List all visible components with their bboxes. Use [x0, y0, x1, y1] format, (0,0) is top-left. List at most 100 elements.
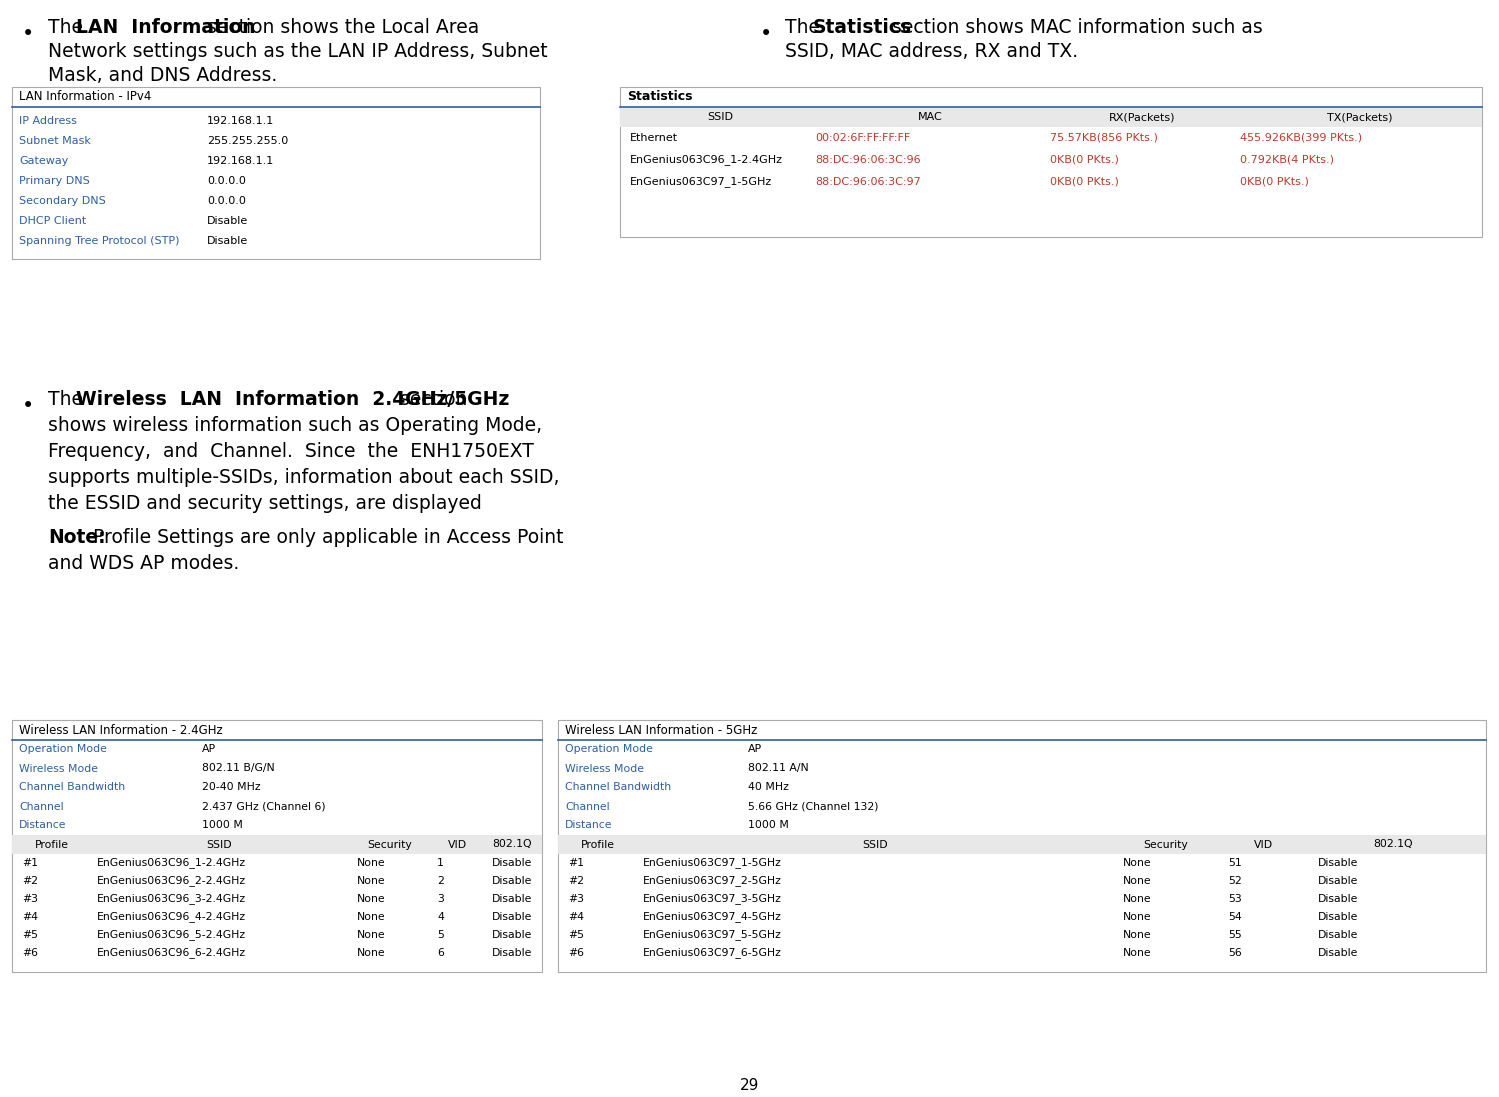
Text: EnGenius063C96_3-2.4GHz: EnGenius063C96_3-2.4GHz — [97, 894, 246, 904]
Text: Frequency,  and  Channel.  Since  the  ENH1750EXT: Frequency, and Channel. Since the ENH175… — [48, 442, 534, 461]
Text: EnGenius063C97_1-5GHz: EnGenius063C97_1-5GHz — [643, 858, 782, 869]
Text: EnGenius063C97_4-5GHz: EnGenius063C97_4-5GHz — [643, 912, 782, 923]
Text: Note:: Note: — [48, 528, 105, 547]
Text: Profile: Profile — [34, 839, 69, 849]
Text: 4: 4 — [438, 912, 444, 921]
Text: None: None — [1123, 930, 1151, 940]
Text: #2: #2 — [568, 877, 585, 886]
Text: The: The — [48, 18, 88, 37]
Text: EnGenius063C97_1-5GHz: EnGenius063C97_1-5GHz — [630, 177, 772, 188]
Text: 00:02:6F:FF:FF:FF: 00:02:6F:FF:FF:FF — [815, 133, 910, 143]
Text: Mask, and DNS Address.: Mask, and DNS Address. — [48, 66, 277, 84]
Text: EnGenius063C96_1-2.4GHz: EnGenius063C96_1-2.4GHz — [630, 155, 782, 166]
Text: DHCP Client: DHCP Client — [19, 216, 87, 226]
Text: 0KB(0 PKts.): 0KB(0 PKts.) — [1240, 177, 1309, 186]
Text: None: None — [357, 894, 385, 904]
Text: supports multiple-SSIDs, information about each SSID,: supports multiple-SSIDs, information abo… — [48, 468, 559, 487]
Text: 54: 54 — [1228, 912, 1241, 921]
Text: Network settings such as the LAN IP Address, Subnet: Network settings such as the LAN IP Addr… — [48, 42, 547, 61]
Text: Operation Mode: Operation Mode — [565, 745, 654, 755]
Text: 0.792KB(4 PKts.): 0.792KB(4 PKts.) — [1240, 155, 1334, 165]
Text: RX(Packets): RX(Packets) — [1109, 112, 1175, 122]
Text: #3: #3 — [568, 894, 585, 904]
Text: #1: #1 — [22, 858, 37, 868]
Text: 2.437 GHz (Channel 6): 2.437 GHz (Channel 6) — [202, 802, 325, 812]
Text: Disable: Disable — [207, 236, 249, 246]
Text: Gateway: Gateway — [19, 156, 69, 166]
Text: section: section — [394, 391, 468, 409]
Text: 1000 M: 1000 M — [202, 821, 243, 830]
Text: 0.0.0.0: 0.0.0.0 — [207, 176, 246, 186]
Text: Distance: Distance — [565, 821, 613, 830]
Text: Wireless Mode: Wireless Mode — [19, 764, 97, 773]
Text: None: None — [357, 948, 385, 958]
Text: 40 MHz: 40 MHz — [748, 782, 788, 792]
Text: EnGenius063C96_4-2.4GHz: EnGenius063C96_4-2.4GHz — [97, 912, 246, 923]
Text: section shows MAC information such as: section shows MAC information such as — [886, 18, 1262, 37]
Text: #4: #4 — [22, 912, 37, 921]
Text: Operation Mode: Operation Mode — [19, 745, 106, 755]
Text: 55: 55 — [1228, 930, 1241, 940]
Text: EnGenius063C97_6-5GHz: EnGenius063C97_6-5GHz — [643, 948, 782, 959]
Text: •: • — [22, 24, 34, 44]
Text: 455.926KB(399 PKts.): 455.926KB(399 PKts.) — [1240, 133, 1363, 143]
Text: Disable: Disable — [1318, 912, 1358, 921]
Text: MAC: MAC — [917, 112, 943, 122]
Text: Channel Bandwidth: Channel Bandwidth — [565, 782, 672, 792]
Text: #6: #6 — [568, 948, 585, 958]
Text: Statistics: Statistics — [627, 90, 693, 103]
Text: Subnet Mask: Subnet Mask — [19, 136, 91, 146]
Text: Wireless Mode: Wireless Mode — [565, 764, 645, 773]
Text: 88:DC:96:06:3C:96: 88:DC:96:06:3C:96 — [815, 155, 920, 165]
Text: Security: Security — [1144, 839, 1187, 849]
Text: Disable: Disable — [1318, 930, 1358, 940]
Text: None: None — [1123, 948, 1151, 958]
Text: VID: VID — [1253, 839, 1273, 849]
Text: 20-40 MHz: 20-40 MHz — [202, 782, 261, 792]
Text: 255.255.255.0: 255.255.255.0 — [207, 136, 288, 146]
Text: 802.1Q: 802.1Q — [1373, 839, 1414, 849]
Text: Disable: Disable — [492, 930, 532, 940]
Text: EnGenius063C96_5-2.4GHz: EnGenius063C96_5-2.4GHz — [97, 929, 246, 940]
Text: Primary DNS: Primary DNS — [19, 176, 90, 186]
Text: Disable: Disable — [492, 877, 532, 886]
Text: section shows the Local Area: section shows the Local Area — [201, 18, 480, 37]
Text: 51: 51 — [1228, 858, 1241, 868]
Text: 75.57KB(856 PKts.): 75.57KB(856 PKts.) — [1049, 133, 1157, 143]
Text: #2: #2 — [22, 877, 37, 886]
Text: 802.1Q: 802.1Q — [492, 839, 532, 849]
Text: SSID, MAC address, RX and TX.: SSID, MAC address, RX and TX. — [785, 42, 1078, 61]
Text: EnGenius063C97_2-5GHz: EnGenius063C97_2-5GHz — [643, 875, 782, 886]
Text: #5: #5 — [22, 930, 37, 940]
Text: SSID: SSID — [863, 839, 889, 849]
Text: 3: 3 — [438, 894, 444, 904]
Text: •: • — [760, 24, 772, 44]
Text: Wireless LAN Information - 5GHz: Wireless LAN Information - 5GHz — [565, 724, 757, 736]
Text: 0KB(0 PKts.): 0KB(0 PKts.) — [1049, 177, 1118, 186]
Text: 52: 52 — [1228, 877, 1241, 886]
Text: 802.11 B/G/N: 802.11 B/G/N — [202, 764, 274, 773]
Text: Statistics: Statistics — [812, 18, 911, 37]
Text: Profile Settings are only applicable in Access Point: Profile Settings are only applicable in … — [93, 528, 564, 547]
Text: Ethernet: Ethernet — [630, 133, 678, 143]
Text: AP: AP — [202, 745, 216, 755]
Text: Disable: Disable — [492, 912, 532, 921]
Text: Wireless LAN Information - 2.4GHz: Wireless LAN Information - 2.4GHz — [19, 724, 223, 736]
Text: Disable: Disable — [1318, 858, 1358, 868]
Text: LAN Information - IPv4: LAN Information - IPv4 — [19, 90, 151, 103]
Text: IP Address: IP Address — [19, 116, 76, 126]
Bar — [621, 87, 1483, 237]
Text: 5.66 GHz (Channel 132): 5.66 GHz (Channel 132) — [748, 802, 878, 812]
Text: 2: 2 — [438, 877, 444, 886]
Text: SSID: SSID — [207, 839, 232, 849]
Text: 56: 56 — [1228, 948, 1241, 958]
Text: 53: 53 — [1228, 894, 1241, 904]
Text: Distance: Distance — [19, 821, 66, 830]
Text: Channel Bandwidth: Channel Bandwidth — [19, 782, 124, 792]
Text: None: None — [1123, 894, 1151, 904]
Text: None: None — [1123, 912, 1151, 921]
Text: EnGenius063C96_6-2.4GHz: EnGenius063C96_6-2.4GHz — [97, 948, 246, 959]
Text: 1000 M: 1000 M — [748, 821, 788, 830]
Text: Disable: Disable — [492, 894, 532, 904]
Text: Profile: Profile — [582, 839, 615, 849]
